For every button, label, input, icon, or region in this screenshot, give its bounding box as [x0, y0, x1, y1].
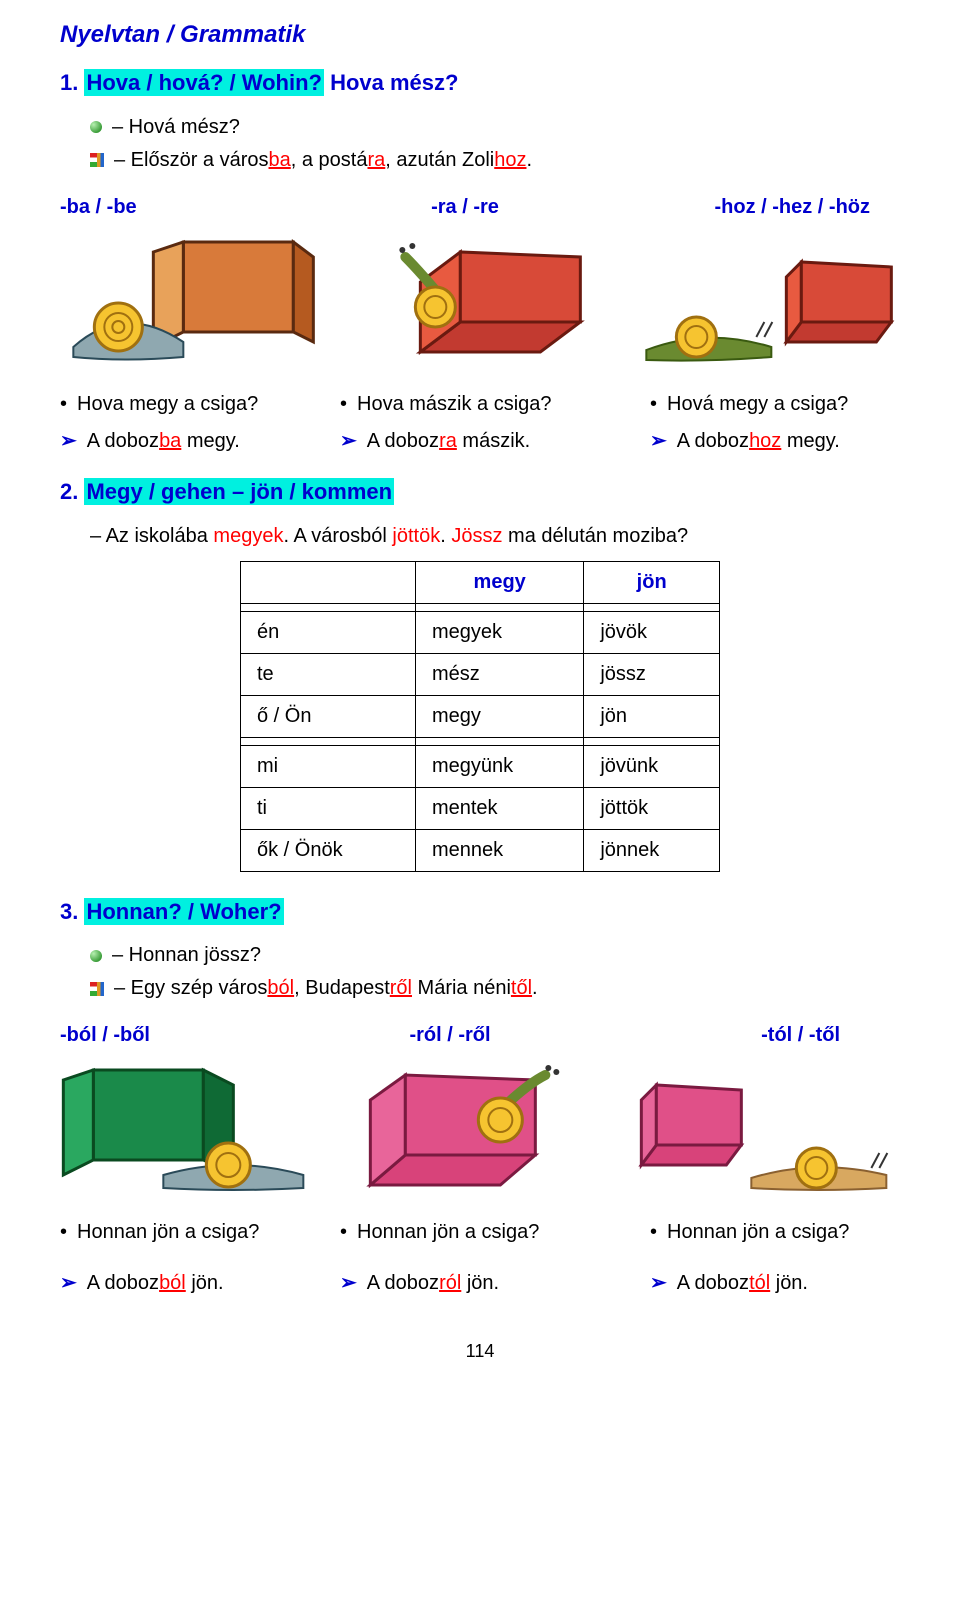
dialog-3: – Honnan jössz? – Egy szép városból, Bud…	[60, 941, 900, 1003]
suffix-row-1: -ba / -be -ra / -re -hoz / -hez / -höz	[60, 193, 900, 222]
q-3: Hová megy a csiga?	[667, 393, 848, 415]
q-3: Honnan jön a csiga?	[667, 1221, 849, 1243]
table-row: ő / Önmegyjön	[241, 695, 720, 737]
question-row-3: •Honnan jön a csiga? •Honnan jön a csiga…	[60, 1218, 900, 1247]
a-1: A dobozba megy.	[87, 430, 240, 452]
table-row: timentekjöttök	[241, 787, 720, 829]
dialog-a: – Először a városba, a postára, azután Z…	[114, 149, 532, 171]
section-3-heading: 3. Honnan? / Woher?	[60, 896, 900, 928]
suffix-1: -ba / -be	[60, 193, 330, 222]
snail-off-box-icon	[347, 1060, 614, 1200]
table-row: mimegyünkjövünk	[241, 745, 720, 787]
snail-out-of-box-icon	[60, 1060, 327, 1200]
dot-icon	[90, 121, 102, 133]
suffix-2: -ról / -ről	[320, 1021, 580, 1050]
answer-row-1: ➢A dobozba megy. ➢A dobozra mászik. ➢A d…	[60, 427, 900, 456]
table-row: énmegyekjövök	[241, 611, 720, 653]
suffix-2: -ra / -re	[330, 193, 600, 222]
snail-from-box-icon	[633, 1060, 900, 1200]
heading-highlight: Megy / gehen – jön / kommen	[84, 478, 394, 505]
table-row: temészjössz	[241, 653, 720, 695]
q-1: Hova megy a csiga?	[77, 393, 258, 415]
flag-icon	[90, 153, 104, 167]
section-2-example: – Az iskolába megyek. A városból jöttök.…	[60, 522, 900, 551]
illustration-row-1	[60, 232, 900, 372]
heading-highlight: Honnan? / Woher?	[84, 898, 283, 925]
heading-num: 2.	[60, 479, 84, 504]
a-2: A dobozra mászik.	[367, 430, 530, 452]
page-number: 114	[60, 1338, 900, 1364]
section-2-heading: 2. Megy / gehen – jön / kommen	[60, 476, 900, 508]
snail-into-box-icon	[60, 232, 327, 372]
table-header: megy jön	[241, 561, 720, 603]
question-row-1: •Hova megy a csiga? •Hova mászik a csiga…	[60, 390, 900, 419]
table-row: ők / Önökmennekjönnek	[241, 829, 720, 871]
illustration-row-3	[60, 1060, 900, 1200]
dialog-q: – Hová mész?	[112, 116, 240, 138]
conjugation-table: megy jön énmegyekjövök temészjössz ő / Ö…	[240, 561, 720, 872]
a-3: A dobozhoz megy.	[677, 430, 840, 452]
heading-tail: Hova mész?	[324, 70, 459, 95]
a-3: A doboztól jön.	[677, 1272, 808, 1294]
q-2: Hova mászik a csiga?	[357, 393, 552, 415]
q-1: Honnan jön a csiga?	[77, 1221, 259, 1243]
dot-icon	[90, 950, 102, 962]
suffix-1: -ból / -ből	[60, 1021, 320, 1050]
suffix-3: -tól / -től	[580, 1021, 900, 1050]
suffix-row-3: -ból / -ből -ról / -ről -tól / -től	[60, 1021, 900, 1050]
snail-onto-box-icon	[347, 232, 614, 372]
heading-num: 1.	[60, 70, 84, 95]
section-1-heading: 1. Hova / hová? / Wohin? Hova mész?	[60, 67, 900, 99]
heading-highlight: Hova / hová? / Wohin?	[84, 69, 324, 96]
suffix-3: -hoz / -hez / -höz	[600, 193, 900, 222]
dialog-q: – Honnan jössz?	[112, 944, 261, 966]
dialog-1: – Hová mész? – Először a városba, a post…	[60, 113, 900, 175]
answer-row-3: ➢A dobozból jön. ➢A dobozról jön. ➢A dob…	[60, 1269, 900, 1298]
page-title: Nyelvtan / Grammatik	[60, 18, 900, 53]
dialog-a: – Egy szép városból, Budapestről Mária n…	[114, 977, 538, 999]
a-2: A dobozról jön.	[367, 1272, 499, 1294]
heading-num: 3.	[60, 899, 84, 924]
q-2: Honnan jön a csiga?	[357, 1221, 539, 1243]
flag-icon	[90, 982, 104, 996]
a-1: A dobozból jön.	[87, 1272, 224, 1294]
snail-to-box-icon	[633, 232, 900, 372]
